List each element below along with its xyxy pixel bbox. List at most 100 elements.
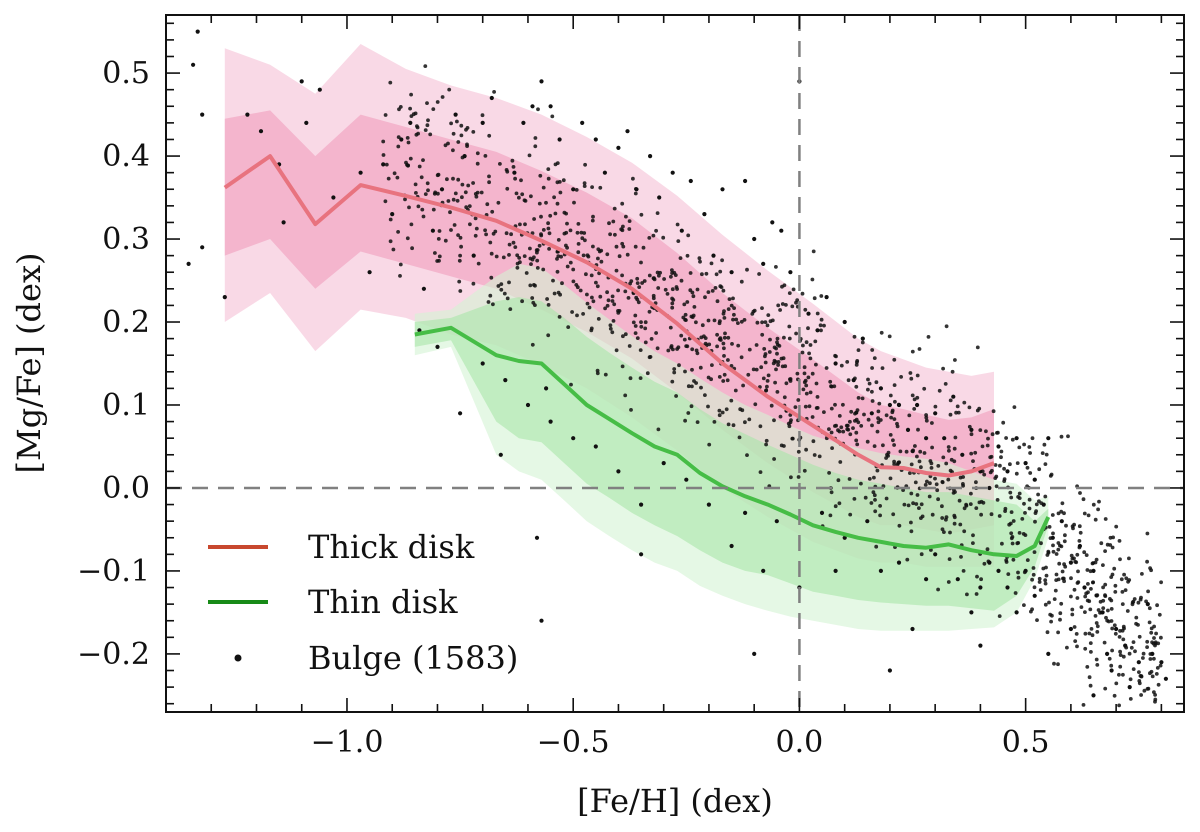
bulge-point [896,402,901,407]
bulge-point [722,346,726,351]
bulge-point [884,413,889,418]
bulge-point [1085,568,1090,572]
bulge-point [836,428,840,433]
bulge-point [421,158,425,163]
bulge-point [539,233,544,238]
bulge-point [643,326,648,331]
bulge-point [866,387,870,392]
bulge-point [948,398,953,403]
bulge-point [620,228,625,233]
bulge-point [1036,492,1040,497]
bulge-point [854,430,859,435]
bulge-point [557,180,562,184]
bulge-point [941,366,945,371]
bulge-point [806,326,810,331]
bulge-point [1078,491,1082,495]
bulge-point [934,482,939,487]
bulge-point [1043,578,1048,583]
bulge-point [709,261,714,266]
bulge-point [872,475,876,480]
bulge-point [486,300,491,304]
bulge-point [568,228,573,233]
bulge-point [717,337,722,342]
bulge-point [827,427,831,431]
bulge-point [704,271,709,276]
bulge-point [743,178,748,184]
y-tick-label: 0.2 [102,305,150,340]
bulge-point [988,470,993,475]
bulge-point [473,216,478,221]
bulge-point [944,461,949,466]
bulge-point [1069,553,1074,558]
bulge-point [617,254,622,259]
bulge-point [1032,550,1037,554]
bulge-point [1091,502,1096,507]
bulge-point [670,301,675,306]
bulge-point [700,323,705,328]
bulge-point [677,363,681,368]
bulge-point [707,442,712,447]
y-tick-label: 0.3 [102,222,150,257]
bulge-point [576,242,581,246]
bulge-point [739,355,744,360]
bulge-point [897,523,902,528]
bulge-point [1017,531,1022,535]
bulge-point [906,503,911,508]
bulge-point [962,529,967,534]
bulge-point [635,336,640,340]
bulge-point [593,444,598,449]
bulge-point [448,210,452,215]
bulge-point [1122,572,1126,577]
bulge-point [1014,436,1019,441]
bulge-point [869,501,874,505]
bulge-point [1118,557,1122,562]
bulge-point [739,319,744,324]
bulge-point [611,319,616,323]
bulge-point [413,182,418,187]
bulge-point [505,186,510,191]
bulge-point [730,342,734,346]
bulge-point [569,382,573,387]
bulge-point [669,345,673,350]
bulge-point [717,375,722,379]
bulge-point [942,436,947,441]
bulge-point [1136,660,1141,665]
bulge-point [1073,639,1078,643]
bulge-point [933,411,938,416]
bulge-point [527,153,532,158]
bulge-point [878,513,882,518]
bulge-point [635,276,640,281]
bulge-point [952,513,957,518]
bulge-point [940,516,945,520]
bulge-point [879,330,884,335]
bulge-point [707,342,712,347]
bulge-point [645,371,650,376]
bulge-point [489,251,494,256]
bulge-point [1124,576,1129,581]
bulge-point [485,202,490,207]
bulge-point [691,294,696,299]
bulge-point [191,62,196,67]
bulge-point [977,406,982,411]
bulge-point [890,408,895,413]
bulge-point [1035,618,1039,622]
bulge-point [747,417,752,422]
bulge-point [915,493,920,497]
bulge-point [909,491,914,496]
bulge-point [996,430,1000,435]
bulge-point [953,435,958,440]
bulge-point [898,449,903,454]
bulge-point [1109,575,1114,579]
bulge-point [431,107,436,111]
bulge-point [951,394,956,399]
bulge-point [731,423,736,428]
bulge-point [436,237,441,241]
bulge-point [420,207,425,212]
bulge-point [754,343,759,347]
bulge-point [1044,573,1049,578]
bulge-point [873,509,878,514]
bulge-point [763,320,768,324]
bulge-point [985,547,990,552]
bulge-point [480,361,485,366]
bulge-point [571,267,576,272]
